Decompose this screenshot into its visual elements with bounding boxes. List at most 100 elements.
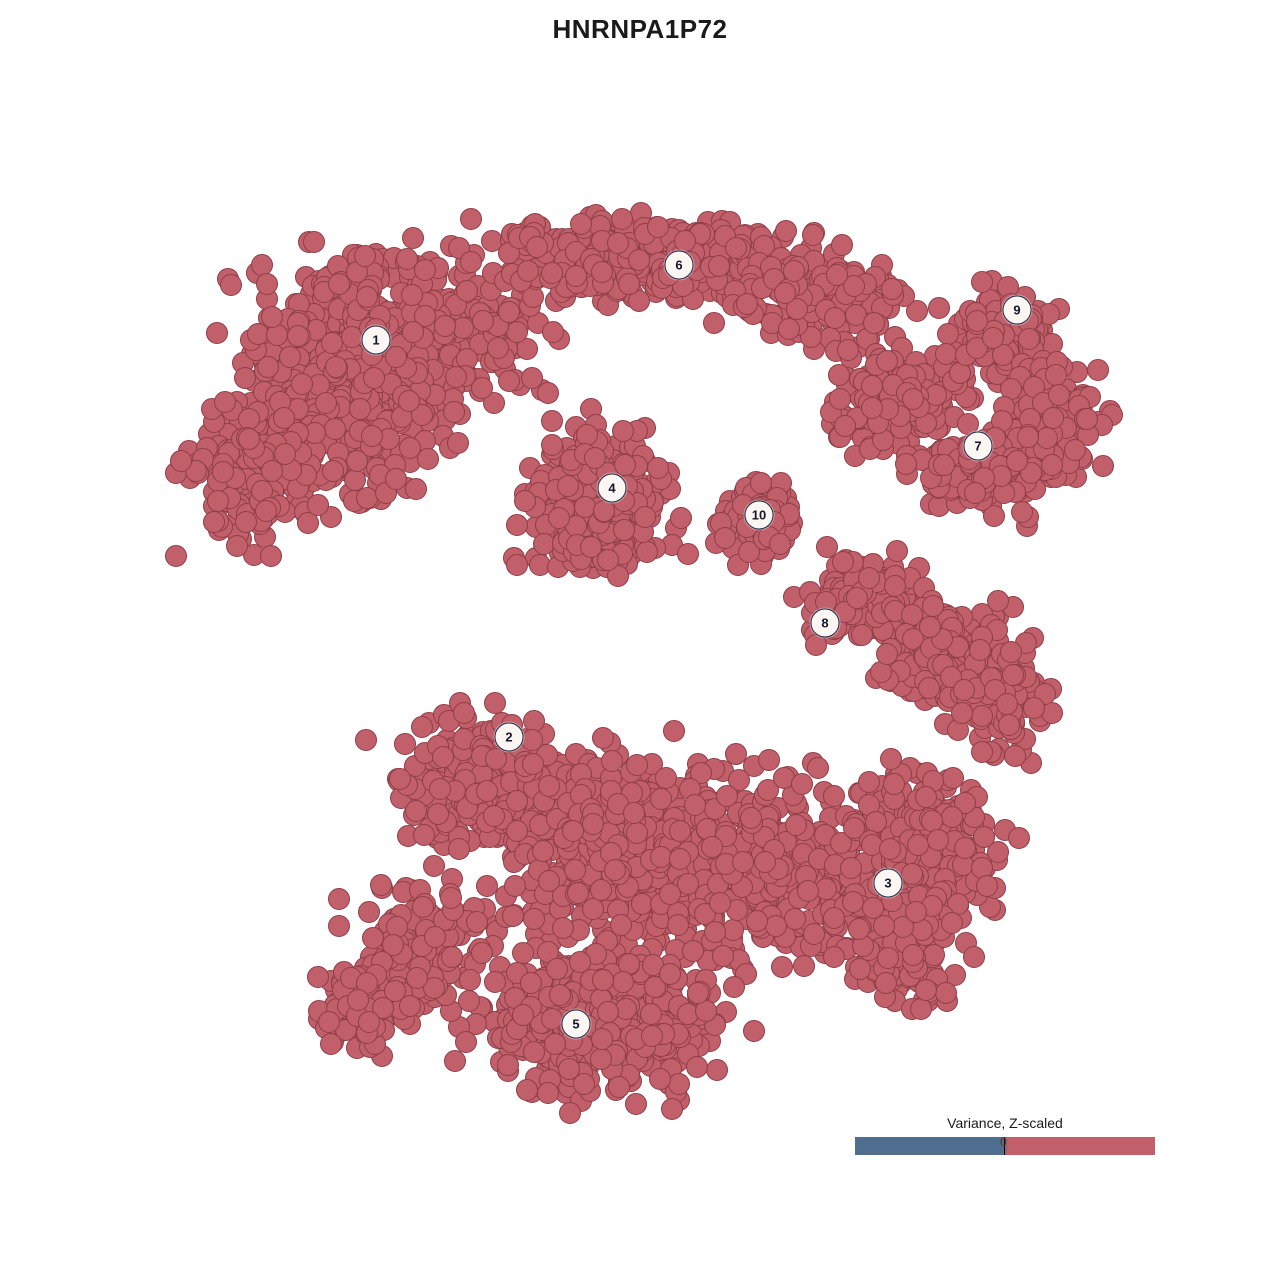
- data-point: [636, 541, 658, 563]
- data-point: [953, 679, 975, 701]
- data-point: [321, 332, 343, 354]
- plot-point-cloud: [0, 0, 1280, 1280]
- data-point: [214, 391, 236, 413]
- data-point: [453, 702, 475, 724]
- data-point: [559, 1102, 581, 1124]
- data-point: [712, 945, 734, 967]
- data-point: [212, 461, 234, 483]
- data-point: [506, 820, 528, 842]
- data-point: [564, 859, 586, 881]
- data-point: [964, 482, 986, 504]
- data-point: [876, 350, 898, 372]
- data-point: [608, 1076, 630, 1098]
- data-point: [951, 702, 973, 724]
- data-point: [411, 716, 433, 738]
- data-point: [405, 478, 427, 500]
- data-point: [1006, 450, 1028, 472]
- data-point: [538, 775, 560, 797]
- data-point: [1008, 827, 1030, 849]
- data-point: [919, 616, 941, 638]
- data-point: [775, 220, 797, 242]
- data-point: [743, 1020, 765, 1042]
- data-point: [261, 460, 283, 482]
- data-point: [1004, 745, 1026, 767]
- data-point: [443, 401, 465, 423]
- data-point: [448, 838, 470, 860]
- data-point: [928, 297, 950, 319]
- data-point: [573, 1073, 595, 1095]
- data-point: [405, 800, 427, 822]
- data-point: [922, 595, 944, 617]
- data-point: [802, 224, 824, 246]
- data-point: [220, 274, 242, 296]
- data-point: [355, 729, 377, 751]
- data-point: [706, 1059, 728, 1081]
- data-point: [584, 447, 606, 469]
- data-point: [846, 587, 868, 609]
- umap-scatter-plot: HNRNPA1P72 1 2 3 4 5 6 7 8 9 10 Variance, Z-scale…: [0, 0, 1280, 1280]
- data-point: [260, 545, 282, 567]
- data-point: [1087, 359, 1109, 381]
- data-point: [402, 321, 424, 343]
- data-point: [456, 280, 478, 302]
- data-point: [703, 312, 725, 334]
- data-point: [791, 773, 813, 795]
- data-point: [506, 514, 528, 536]
- data-point: [429, 778, 451, 800]
- data-point: [861, 375, 883, 397]
- data-point: [394, 733, 416, 755]
- data-point: [670, 507, 692, 529]
- data-point: [754, 851, 776, 873]
- data-point: [402, 227, 424, 249]
- data-point: [279, 346, 301, 368]
- data-point: [771, 956, 793, 978]
- data-point: [414, 259, 436, 281]
- data-point: [966, 310, 988, 332]
- data-point: [640, 1003, 662, 1025]
- data-point: [618, 273, 640, 295]
- data-point: [661, 1098, 683, 1120]
- data-point: [256, 273, 278, 295]
- data-point: [444, 1050, 466, 1072]
- data-point: [502, 905, 524, 927]
- data-point: [1064, 439, 1086, 461]
- data-point: [1092, 455, 1114, 477]
- data-point: [686, 1056, 708, 1078]
- data-point: [273, 407, 295, 429]
- data-point: [523, 908, 545, 930]
- data-point: [831, 234, 853, 256]
- data-point: [1045, 364, 1067, 386]
- data-point: [610, 914, 632, 936]
- data-point: [590, 1048, 612, 1070]
- data-point: [546, 958, 568, 980]
- data-point: [562, 820, 584, 842]
- data-point: [1018, 328, 1040, 350]
- data-point: [447, 432, 469, 454]
- data-point: [593, 500, 615, 522]
- data-point: [485, 748, 507, 770]
- data-point: [1042, 407, 1064, 429]
- data-point: [328, 273, 350, 295]
- data-point: [663, 720, 685, 742]
- data-point: [483, 805, 505, 827]
- data-point: [655, 767, 677, 789]
- data-point: [521, 367, 543, 389]
- data-point: [714, 527, 736, 549]
- data-point: [434, 315, 456, 337]
- data-point: [517, 260, 539, 282]
- data-point: [895, 453, 917, 475]
- data-point: [506, 554, 528, 576]
- data-point: [604, 859, 626, 881]
- data-point: [886, 540, 908, 562]
- data-point: [625, 1093, 647, 1115]
- data-point: [614, 454, 636, 476]
- data-point: [677, 543, 699, 565]
- data-point: [907, 834, 929, 856]
- data-point: [541, 262, 563, 284]
- data-point: [548, 507, 570, 529]
- data-point: [287, 325, 309, 347]
- data-point: [736, 293, 758, 315]
- data-point: [607, 232, 629, 254]
- data-point: [516, 1079, 538, 1101]
- data-point: [541, 410, 563, 432]
